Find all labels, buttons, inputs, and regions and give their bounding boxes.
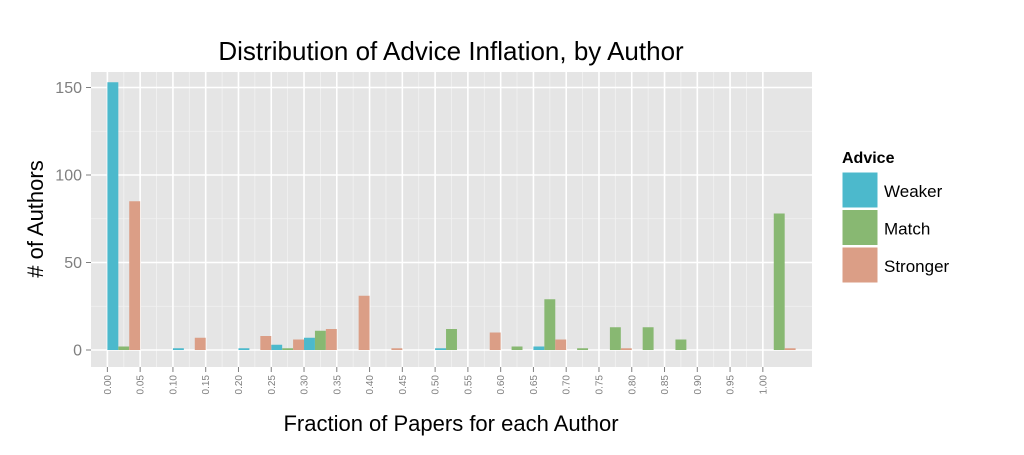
- x-axis-ticks: 0.00 0.05 0.10 0.15 0.20 0.25 0.30 0.35 0.40 0.45…: [103, 367, 769, 394]
- x-tick-label: 0.70: [562, 375, 573, 395]
- x-tick-label: 0.80: [627, 375, 638, 395]
- legend-title: Advice: [842, 150, 895, 167]
- bar-match: [642, 327, 654, 350]
- bar-match: [118, 346, 130, 350]
- legend-key-match: [841, 209, 879, 246]
- bar-match: [314, 330, 326, 350]
- x-tick-label: 0.60: [496, 375, 507, 395]
- bar-weaker: [172, 348, 184, 350]
- bar-match: [609, 327, 621, 350]
- x-tick-label: 0.20: [234, 375, 245, 395]
- bar-match: [511, 346, 523, 350]
- bar-weaker: [271, 344, 283, 350]
- x-tick-label: 0.30: [300, 375, 311, 395]
- bar-stronger: [194, 337, 206, 350]
- legend-key-weaker: [841, 171, 879, 209]
- bar-stronger: [489, 332, 501, 350]
- x-tick-label: 0.25: [267, 375, 278, 395]
- x-tick-label: 0.50: [431, 375, 442, 395]
- bar-weaker: [533, 346, 545, 350]
- x-tick-label: 0.95: [726, 375, 737, 395]
- bar-match: [577, 348, 589, 350]
- bar-match: [446, 329, 457, 350]
- x-tick-label: 0.10: [168, 375, 179, 395]
- legend-label-weaker: Weaker: [884, 182, 943, 201]
- bar-stronger: [784, 348, 796, 350]
- legend-key-stronger: [841, 246, 879, 284]
- bars: [107, 82, 796, 350]
- x-tick-label: 0.55: [463, 375, 474, 395]
- bar-stronger: [325, 329, 337, 350]
- chart-title: Distribution of Advice Inflation, by Aut…: [218, 36, 684, 66]
- legend-label-stronger: Stronger: [884, 257, 950, 276]
- x-tick-label: 0.05: [136, 375, 147, 395]
- bar-stronger: [391, 348, 403, 350]
- y-axis-title: # of Authors: [23, 160, 48, 277]
- x-tick-label: 0.75: [595, 375, 606, 395]
- bar-stronger: [129, 201, 141, 350]
- y-tick-label: 150: [55, 80, 82, 97]
- x-tick-label: 0.65: [529, 375, 540, 395]
- legend: Advice Weaker Match Stronger: [841, 150, 950, 284]
- grid: [91, 72, 812, 367]
- y-tick-label: 0: [73, 343, 82, 360]
- bar-weaker: [435, 348, 447, 350]
- x-tick-label: 0.45: [398, 375, 409, 395]
- bar-stronger: [260, 336, 272, 350]
- y-axis-ticks: 0 50 100 150: [55, 80, 91, 360]
- x-tick-label: 0.40: [365, 375, 376, 395]
- y-tick-label: 100: [55, 168, 82, 185]
- bar-match: [675, 339, 687, 350]
- x-tick-label: 0.15: [201, 375, 212, 395]
- x-axis-title: Fraction of Papers for each Author: [283, 411, 618, 436]
- x-tick-label: 0.85: [660, 375, 671, 395]
- bar-weaker: [107, 82, 119, 350]
- bar-stronger: [358, 295, 370, 350]
- bar-match: [773, 213, 785, 350]
- x-tick-label: 0.90: [693, 375, 704, 395]
- y-tick-label: 50: [64, 255, 82, 272]
- legend-label-match: Match: [884, 220, 930, 239]
- bar-match: [282, 348, 294, 350]
- bar-stronger: [620, 348, 632, 350]
- bar-match: [544, 299, 556, 350]
- x-tick-label: 0.00: [103, 375, 114, 395]
- bar-stronger: [555, 339, 567, 350]
- bar-stronger: [293, 339, 305, 350]
- bar-weaker: [238, 348, 250, 350]
- x-tick-label: 0.35: [332, 375, 343, 395]
- bar-weaker: [304, 337, 315, 350]
- x-tick-label: 1.00: [758, 375, 769, 395]
